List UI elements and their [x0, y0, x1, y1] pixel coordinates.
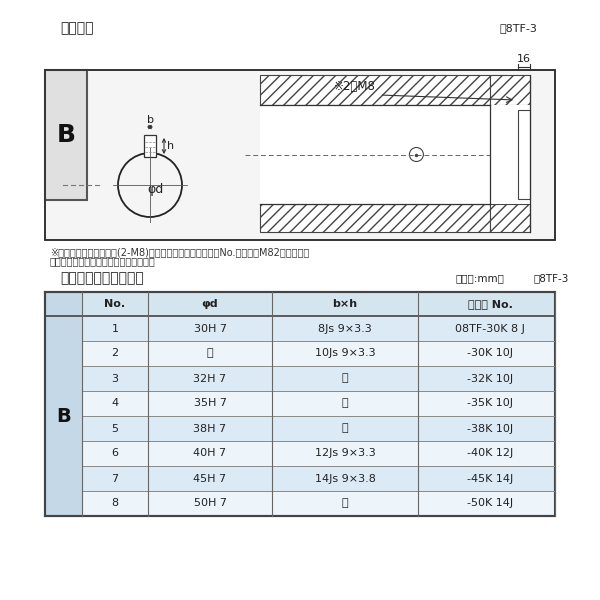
Text: 〃: 〃	[206, 349, 214, 358]
Text: ※セットボルト用タップ(2-M8)が必要な場合は右記コードNo.の末尾にM82を付ける。: ※セットボルト用タップ(2-M8)が必要な場合は右記コードNo.の末尾にM82を…	[50, 247, 309, 257]
Bar	[82, 341, 555, 366]
Bar	[82, 466, 555, 491]
Text: 6: 6	[112, 449, 119, 458]
Text: 10Js 9×3.3: 10Js 9×3.3	[314, 349, 376, 358]
Text: -45K 14J: -45K 14J	[467, 473, 513, 484]
Text: 〃: 〃	[341, 398, 349, 409]
Bar	[518, 110, 530, 199]
Text: 30H 7: 30H 7	[193, 323, 227, 334]
Bar	[82, 416, 555, 441]
Text: -50K 14J: -50K 14J	[467, 499, 513, 509]
Bar	[82, 491, 555, 516]
Text: （セットボルトは付属されています。）: （セットボルトは付属されています。）	[50, 256, 156, 266]
Text: 8: 8	[112, 499, 119, 509]
Bar	[82, 366, 555, 391]
Text: 08TF-30K 8 J: 08TF-30K 8 J	[455, 323, 525, 334]
Text: h: h	[167, 141, 175, 151]
Text: 32H 7: 32H 7	[193, 373, 227, 383]
Text: 〃: 〃	[341, 499, 349, 509]
Text: 12Js 9×3.3: 12Js 9×3.3	[314, 449, 376, 458]
Bar	[144, 135, 156, 157]
Bar	[260, 204, 490, 232]
Bar	[45, 292, 555, 516]
Bar	[260, 105, 490, 204]
Text: b×h: b×h	[332, 299, 358, 309]
Text: -35K 10J: -35K 10J	[467, 398, 513, 409]
Text: 35H 7: 35H 7	[193, 398, 227, 409]
Text: -30K 10J: -30K 10J	[467, 349, 513, 358]
Bar	[490, 75, 530, 105]
Text: 表8TF-3: 表8TF-3	[533, 273, 568, 283]
Text: 8Js 9×3.3: 8Js 9×3.3	[318, 323, 372, 334]
Text: 4: 4	[112, 398, 119, 409]
Text: 16: 16	[517, 54, 531, 64]
Text: 50H 7: 50H 7	[193, 499, 227, 509]
Text: B: B	[56, 407, 71, 425]
Text: No.: No.	[104, 299, 125, 309]
Text: 図8TF-3: 図8TF-3	[499, 23, 537, 33]
Bar	[82, 292, 555, 316]
Text: 45H 7: 45H 7	[193, 473, 227, 484]
Text: -32K 10J: -32K 10J	[467, 373, 513, 383]
Text: 14Js 9×3.8: 14Js 9×3.8	[314, 473, 376, 484]
Bar	[45, 70, 87, 200]
Text: コード No.: コード No.	[467, 299, 512, 309]
Text: 〃: 〃	[341, 424, 349, 433]
Text: φd: φd	[202, 299, 218, 309]
Text: 38H 7: 38H 7	[193, 424, 227, 433]
Text: B: B	[56, 123, 76, 147]
Text: 7: 7	[112, 473, 119, 484]
Bar	[82, 391, 555, 416]
Text: （単位:mm）: （単位:mm）	[455, 273, 504, 283]
Text: -40K 12J: -40K 12J	[467, 449, 513, 458]
Bar	[490, 105, 530, 204]
Text: 40H 7: 40H 7	[193, 449, 227, 458]
Text: ※2－M8: ※2－M8	[334, 80, 376, 94]
Text: b: b	[146, 115, 154, 125]
Text: φd: φd	[147, 184, 163, 196]
Text: 軸穴形状: 軸穴形状	[60, 21, 94, 35]
Text: 5: 5	[112, 424, 119, 433]
Bar	[45, 70, 555, 240]
Bar	[82, 441, 555, 466]
Text: 3: 3	[112, 373, 119, 383]
Bar	[82, 316, 555, 341]
Text: 1: 1	[112, 323, 119, 334]
Bar	[45, 70, 555, 240]
Text: -38K 10J: -38K 10J	[467, 424, 513, 433]
Bar	[260, 75, 490, 105]
Text: 〃: 〃	[341, 373, 349, 383]
Text: 軸穴形状コード一覧表: 軸穴形状コード一覧表	[60, 271, 144, 285]
Bar	[490, 204, 530, 232]
Bar	[45, 292, 82, 516]
Text: 2: 2	[112, 349, 119, 358]
